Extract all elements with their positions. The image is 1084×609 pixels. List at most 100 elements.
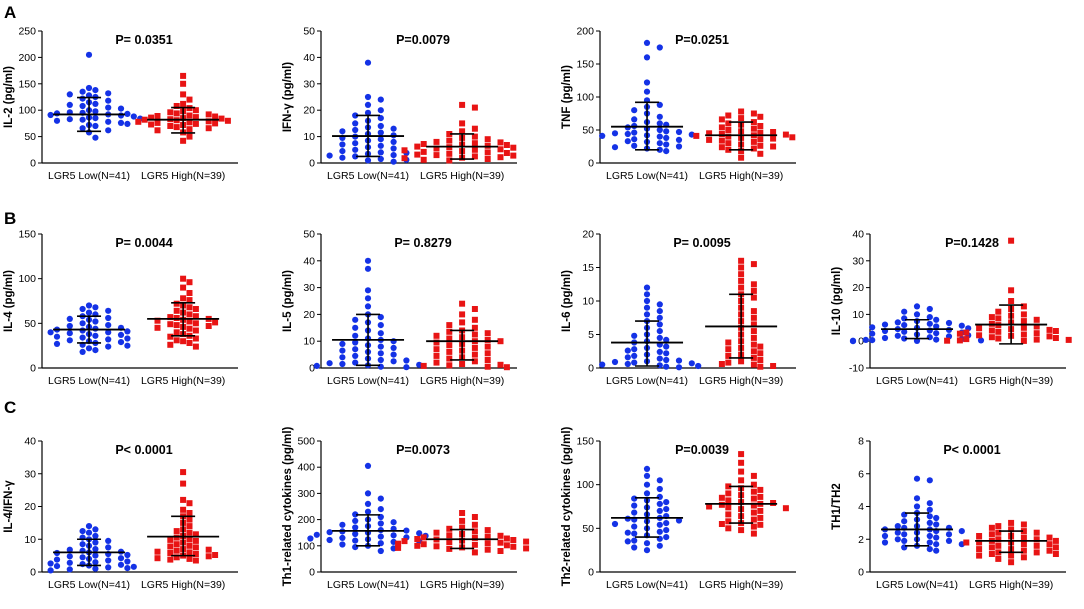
data-point bbox=[186, 536, 193, 543]
data-point bbox=[725, 511, 732, 518]
data-point bbox=[624, 130, 631, 138]
data-point bbox=[471, 541, 478, 548]
data-point bbox=[364, 109, 372, 116]
data-point bbox=[79, 116, 86, 123]
data-point bbox=[420, 362, 427, 369]
data-point bbox=[192, 551, 199, 557]
data-point bbox=[718, 501, 725, 508]
data-point bbox=[390, 344, 397, 351]
data-point bbox=[414, 151, 421, 158]
series-lgr5-high bbox=[420, 300, 510, 371]
data-point bbox=[725, 525, 732, 532]
data-point bbox=[1020, 534, 1027, 541]
data-point bbox=[988, 531, 995, 538]
data-point bbox=[693, 132, 700, 139]
data-point bbox=[66, 330, 73, 337]
data-point bbox=[750, 321, 757, 328]
data-point bbox=[377, 547, 384, 555]
data-point bbox=[414, 143, 421, 150]
data-point bbox=[180, 295, 187, 302]
data-point bbox=[656, 146, 663, 153]
panel-letter-a: A bbox=[4, 3, 16, 22]
data-point bbox=[66, 546, 73, 553]
data-point bbox=[401, 147, 408, 154]
data-point bbox=[352, 339, 359, 346]
data-point bbox=[117, 339, 125, 346]
data-point bbox=[894, 529, 901, 536]
data-point bbox=[750, 287, 757, 294]
data-point bbox=[725, 339, 732, 346]
data-point bbox=[944, 337, 951, 344]
y-tick-label: 10 bbox=[852, 309, 864, 321]
subplot-7: -10 0 10 20 30 40 IL-10 (pg/ml) P=0.1428 LGR5 Lo… bbox=[831, 229, 1072, 387]
data-point bbox=[611, 144, 619, 151]
data-point bbox=[782, 505, 789, 512]
data-point bbox=[725, 112, 732, 119]
data-point bbox=[706, 136, 713, 143]
data-point bbox=[656, 507, 663, 514]
category-label: LGR5 High(N=39) bbox=[141, 375, 225, 387]
data-point bbox=[995, 542, 1002, 549]
data-point bbox=[718, 521, 725, 527]
data-point bbox=[471, 549, 478, 556]
data-point bbox=[192, 306, 199, 312]
y-axis-label: TNF (pg/ml) bbox=[561, 65, 573, 129]
data-point bbox=[643, 472, 651, 479]
data-point bbox=[757, 514, 764, 521]
data-point bbox=[390, 138, 397, 145]
data-point bbox=[352, 511, 359, 518]
data-point bbox=[757, 343, 764, 350]
data-point bbox=[420, 534, 427, 541]
series-lgr5-high bbox=[944, 237, 1072, 345]
data-point bbox=[66, 101, 73, 108]
data-point bbox=[313, 362, 320, 369]
data-point bbox=[643, 297, 651, 305]
data-point bbox=[484, 546, 491, 553]
data-point bbox=[47, 567, 54, 574]
data-point bbox=[173, 337, 180, 344]
data-point bbox=[675, 143, 683, 150]
data-point bbox=[339, 148, 346, 155]
data-point bbox=[446, 525, 453, 532]
data-point bbox=[995, 529, 1002, 536]
series-lgr5-high bbox=[963, 519, 1059, 566]
data-point bbox=[663, 141, 670, 148]
data-point bbox=[510, 543, 517, 550]
data-point bbox=[663, 520, 670, 527]
data-point bbox=[180, 72, 187, 79]
category-label: LGR5 Low(N=41) bbox=[48, 375, 130, 387]
data-point bbox=[401, 538, 408, 545]
data-point bbox=[105, 557, 112, 564]
data-point bbox=[352, 517, 359, 525]
y-tick-label: 5 bbox=[588, 329, 594, 341]
data-point bbox=[484, 336, 491, 343]
data-point bbox=[933, 336, 940, 343]
data-point bbox=[738, 108, 745, 115]
data-point bbox=[484, 156, 491, 162]
data-point bbox=[484, 350, 491, 357]
p-value-label: P=0.1428 bbox=[945, 236, 999, 250]
data-point bbox=[977, 337, 985, 344]
data-point bbox=[675, 128, 683, 136]
data-point bbox=[205, 111, 212, 118]
y-tick-label: 30 bbox=[303, 78, 315, 90]
data-point bbox=[963, 539, 970, 546]
data-point bbox=[420, 156, 427, 163]
data-point bbox=[53, 556, 61, 563]
data-point bbox=[663, 506, 670, 513]
subplot-6: 0 5 10 15 20 IL-6 (pg/ml) P= 0.0095 LGR5 Low(N=… bbox=[561, 229, 796, 387]
data-point bbox=[976, 332, 983, 339]
data-point bbox=[750, 308, 757, 315]
data-point bbox=[976, 552, 983, 559]
data-point bbox=[497, 146, 504, 153]
y-tick-label: 4 bbox=[858, 501, 864, 513]
data-point bbox=[339, 521, 346, 528]
data-point bbox=[1020, 303, 1027, 310]
data-point bbox=[738, 459, 745, 466]
p-value-label: P< 0.0001 bbox=[115, 443, 172, 457]
series-lgr5-low bbox=[313, 257, 423, 371]
data-point bbox=[757, 136, 764, 143]
data-point bbox=[1046, 534, 1053, 541]
data-point bbox=[656, 485, 663, 493]
